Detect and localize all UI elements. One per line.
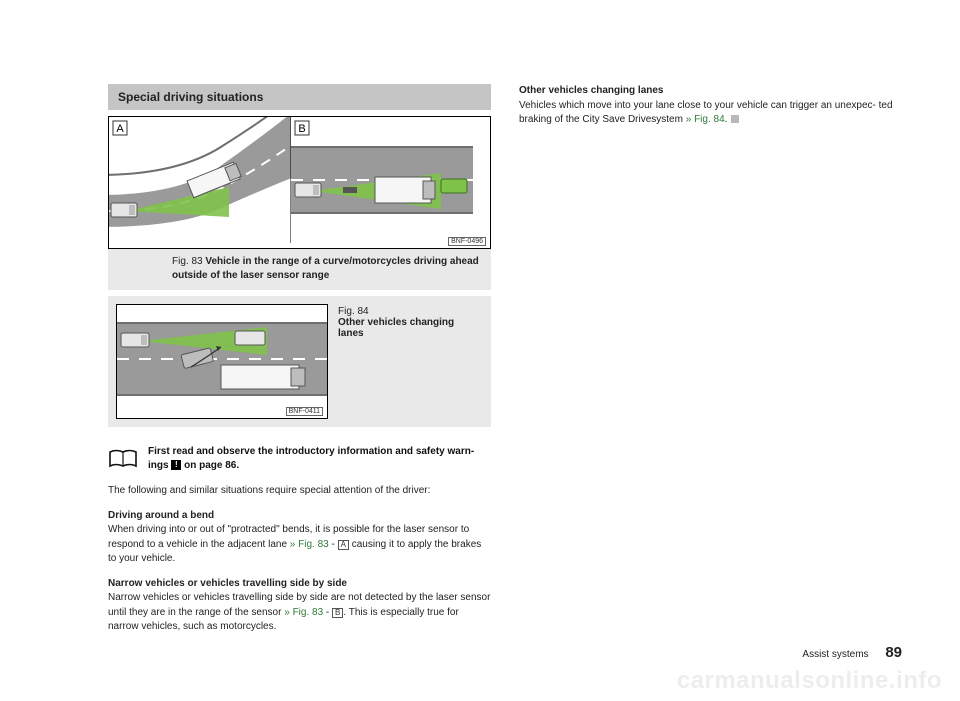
other-heading: Other vehicles changing lanes [519,84,902,99]
fig83-link-b: » Fig. 83 [284,607,323,618]
footer-page-number: 89 [885,644,902,661]
right-column: Other vehicles changing lanes Vehicles w… [519,84,902,645]
fig83-label-a: A [116,123,124,135]
warning-icon: ! [171,460,181,470]
fig83-caption: Fig. 83 Vehicle in the range of a curve/… [108,249,491,290]
fig84-link: » Fig. 84 [686,114,725,125]
fig84-block: BNF-0411 Fig. 84 Other vehicles changing… [108,296,491,427]
fig84-image: BNF-0411 [116,304,328,419]
page-footer: Assist systems 89 [802,644,902,661]
inline-box-a: A [338,540,349,550]
section-header: Special driving situations [108,84,491,110]
fig84-code: BNF-0411 [286,407,323,416]
fig83-code: BNF-0496 [448,237,486,246]
bend-heading: Driving around a bend [108,509,491,524]
narrow-text: Narrow vehicles or vehicles travelling s… [108,591,491,635]
fig83-block: A [108,116,491,290]
fig84-svg [117,305,327,413]
fig83-link-a: » Fig. 83 [290,539,329,550]
fig83-svg: A [109,117,473,243]
intro-text: The following and similar situations req… [108,484,491,499]
bend-text: When driving into or out of "protracted"… [108,523,491,567]
fig84-caption: Fig. 84 Other vehicles changing lanes [338,304,481,339]
read-first-block: First read and observe the introductory … [108,445,491,472]
left-column: Special driving situations [108,84,491,645]
read-first-text: First read and observe the introductory … [148,445,474,472]
page-content: Special driving situations [0,0,960,645]
inline-box-b: B [332,608,343,618]
watermark: carmanualsonline.info [677,667,942,695]
end-square-icon [731,115,739,123]
fig83-image: A [108,116,491,249]
fig83-label-b: B [298,123,305,135]
book-icon [108,448,138,470]
narrow-heading: Narrow vehicles or vehicles travelling s… [108,577,491,592]
other-text: Vehicles which move into your lane close… [519,99,902,128]
footer-section: Assist systems [802,649,868,660]
